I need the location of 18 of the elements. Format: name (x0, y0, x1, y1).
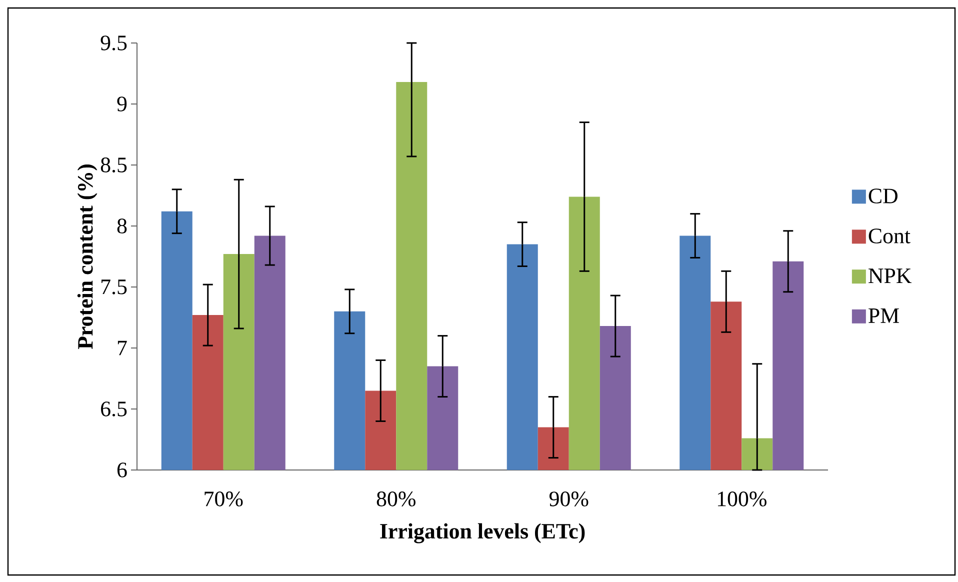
x-tick-label: 90% (549, 492, 588, 506)
legend-label: PM (868, 308, 899, 323)
y-tick-label: 8.5 (100, 158, 127, 172)
legend-label: Cont (868, 228, 910, 244)
x-axis-title: Irrigation levels (ETc) (380, 523, 585, 544)
y-tick-label: 9.5 (100, 36, 127, 50)
y-tick-label: 7 (118, 340, 127, 356)
legend-label: NPK (868, 268, 912, 284)
y-tick-label: 9 (117, 96, 127, 112)
y-tick-label: 8 (117, 218, 127, 234)
x-tick-label: 100% (718, 492, 766, 506)
y-tick-label: 7.5 (102, 280, 127, 294)
x-tick-label: 80% (376, 492, 416, 506)
y-tick-label: 6.5 (101, 402, 127, 416)
legend-label: CD (868, 188, 898, 204)
y-axis-title: Protein content (%) (77, 164, 98, 350)
y-tick-label: 6 (117, 462, 127, 478)
x-tick-label: 70% (204, 492, 243, 506)
